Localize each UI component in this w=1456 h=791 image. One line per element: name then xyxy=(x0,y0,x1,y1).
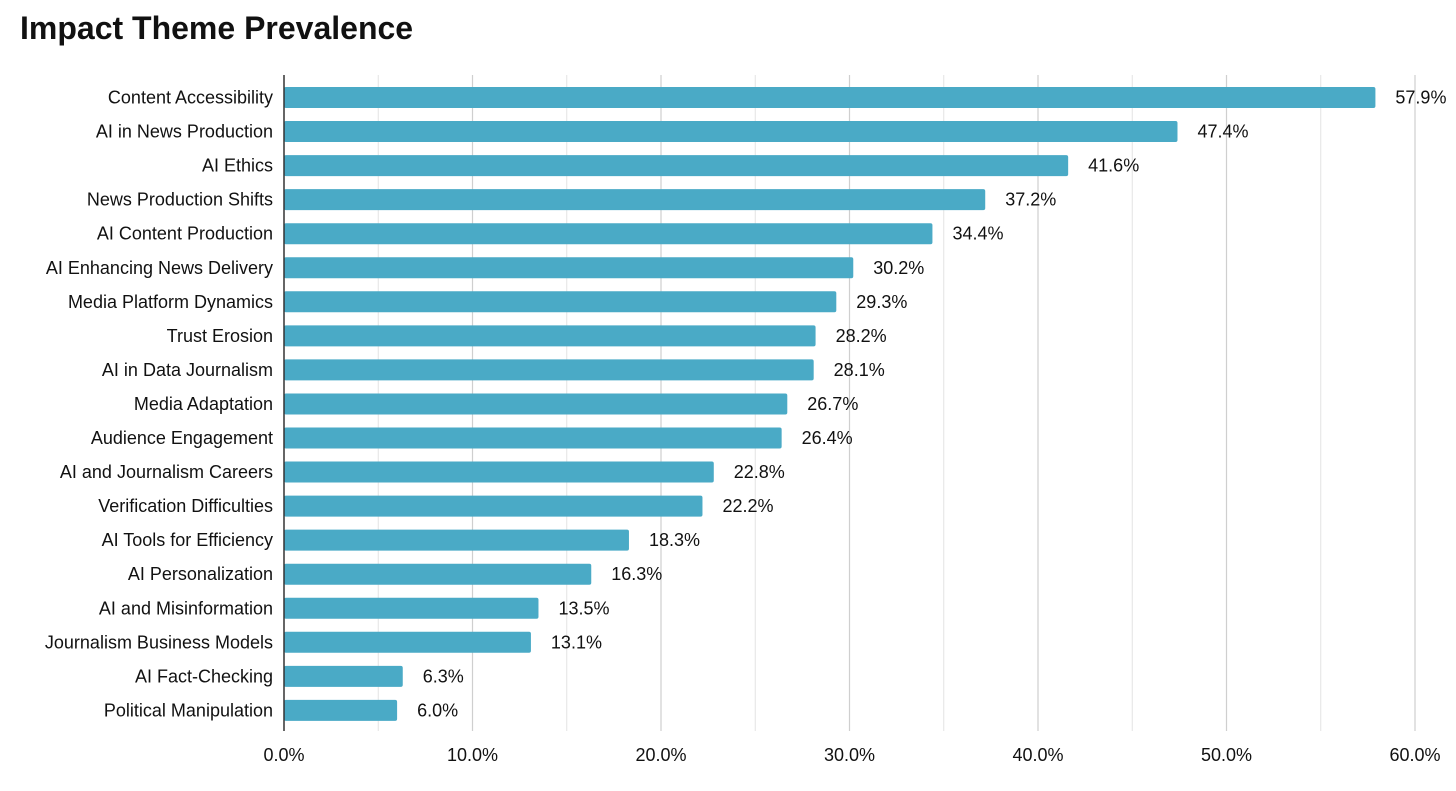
bar xyxy=(284,155,1069,177)
bar xyxy=(284,597,539,619)
value-label: 41.6% xyxy=(1088,156,1139,176)
x-tick-label: 30.0% xyxy=(824,745,875,765)
bar xyxy=(284,223,933,245)
category-label: AI Fact-Checking xyxy=(135,666,273,686)
x-tick-label: 0.0% xyxy=(263,745,304,765)
category-label: Journalism Business Models xyxy=(45,632,273,652)
bar xyxy=(284,325,816,347)
bar xyxy=(284,427,782,449)
category-label: AI Ethics xyxy=(202,156,273,176)
category-label: AI in News Production xyxy=(96,122,273,142)
value-label: 13.5% xyxy=(558,598,609,618)
category-label: AI and Misinformation xyxy=(99,598,273,618)
bar xyxy=(284,631,531,653)
value-label: 6.3% xyxy=(423,666,464,686)
value-label: 47.4% xyxy=(1197,122,1248,142)
value-label: 28.1% xyxy=(834,360,885,380)
x-tick-label: 50.0% xyxy=(1201,745,1252,765)
value-label: 6.0% xyxy=(417,700,458,720)
bar xyxy=(284,563,592,585)
value-label: 22.2% xyxy=(722,496,773,516)
x-tick-label: 10.0% xyxy=(447,745,498,765)
category-label: News Production Shifts xyxy=(87,190,273,210)
bar xyxy=(284,495,703,517)
x-tick-label: 60.0% xyxy=(1389,745,1440,765)
value-label: 30.2% xyxy=(873,258,924,278)
category-label: Trust Erosion xyxy=(167,326,273,346)
bar xyxy=(284,257,854,279)
value-label: 57.9% xyxy=(1395,88,1446,108)
bar xyxy=(284,359,814,381)
value-label: 26.7% xyxy=(807,394,858,414)
value-label: 29.3% xyxy=(856,292,907,312)
bar xyxy=(284,529,629,551)
value-label: 13.1% xyxy=(551,632,602,652)
category-label: AI Personalization xyxy=(128,564,273,584)
category-label: AI and Journalism Careers xyxy=(60,462,273,482)
category-label: AI Enhancing News Delivery xyxy=(46,258,273,278)
bar xyxy=(284,699,398,721)
category-label: Verification Difficulties xyxy=(98,496,273,516)
category-label: AI in Data Journalism xyxy=(102,360,273,380)
value-label: 28.2% xyxy=(836,326,887,346)
category-label: AI Tools for Efficiency xyxy=(102,530,273,550)
category-label: Media Platform Dynamics xyxy=(68,292,273,312)
bar xyxy=(284,87,1376,108)
chart-title: Impact Theme Prevalence xyxy=(20,10,414,46)
category-label: Media Adaptation xyxy=(134,394,273,414)
value-label: 18.3% xyxy=(649,530,700,550)
value-label: 16.3% xyxy=(611,564,662,584)
value-label: 26.4% xyxy=(802,428,853,448)
x-tick-label: 20.0% xyxy=(635,745,686,765)
bar xyxy=(284,461,714,483)
category-label: Audience Engagement xyxy=(91,428,273,448)
category-label: Content Accessibility xyxy=(108,88,273,108)
bar xyxy=(284,189,986,211)
x-tick-label: 40.0% xyxy=(1012,745,1063,765)
value-label: 34.4% xyxy=(952,224,1003,244)
bar xyxy=(284,291,837,313)
bar xyxy=(284,665,403,687)
category-label: Political Manipulation xyxy=(104,700,273,720)
value-label: 37.2% xyxy=(1005,190,1056,210)
category-label: AI Content Production xyxy=(97,224,273,244)
value-label: 22.8% xyxy=(734,462,785,482)
bar xyxy=(284,393,788,415)
bar xyxy=(284,121,1178,143)
